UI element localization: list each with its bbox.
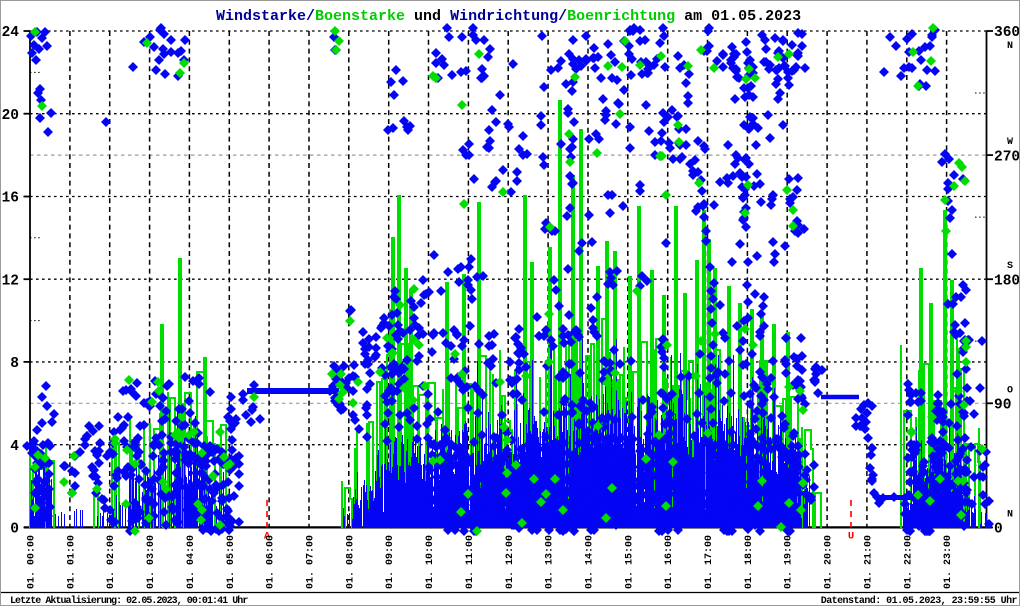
svg-text:01. 11:00: 01. 11:00 [465, 535, 476, 589]
svg-text:01. 17:00: 01. 17:00 [704, 535, 715, 589]
svg-text:01. 22:00: 01. 22:00 [903, 535, 914, 589]
svg-text:01. 02:00: 01. 02:00 [106, 535, 117, 589]
svg-text:01. 05:00: 01. 05:00 [226, 535, 237, 589]
svg-text:01. 03:00: 01. 03:00 [146, 535, 157, 589]
svg-text:01. 20:00: 01. 20:00 [824, 535, 835, 589]
svg-text:01. 00:00: 01. 00:00 [27, 535, 38, 589]
svg-text:Datenstand: 01.05.2023, 23:59:: Datenstand: 01.05.2023, 23:59:55 Uhr [821, 595, 1018, 605]
svg-text:01. 08:00: 01. 08:00 [345, 535, 356, 589]
svg-text:01. 09:00: 01. 09:00 [385, 535, 396, 589]
svg-text:U: U [848, 531, 854, 543]
svg-text:01. 10:00: 01. 10:00 [425, 535, 436, 589]
svg-text:W: W [1007, 137, 1013, 148]
svg-text:01. 19:00: 01. 19:00 [784, 535, 795, 589]
svg-text:270: 270 [994, 149, 1019, 165]
svg-text:0: 0 [994, 522, 1003, 538]
svg-text:01. 15:00: 01. 15:00 [624, 535, 635, 589]
svg-text:01. 07:00: 01. 07:00 [306, 535, 317, 589]
svg-text:01. 01:00: 01. 01:00 [66, 535, 77, 589]
svg-text:01. 18:00: 01. 18:00 [744, 535, 755, 589]
svg-text:01. 04:00: 01. 04:00 [186, 535, 197, 589]
svg-text:8: 8 [10, 356, 19, 372]
svg-text:N: N [1007, 41, 1013, 52]
svg-text:A: A [264, 531, 271, 543]
svg-text:0: 0 [10, 522, 19, 538]
svg-text:01. 12:00: 01. 12:00 [505, 535, 516, 589]
svg-text:360: 360 [994, 25, 1019, 41]
svg-text:S: S [1007, 261, 1013, 272]
svg-text:16: 16 [2, 191, 19, 207]
svg-text:Windstarke/Boenstarke und Wind: Windstarke/Boenstarke und Windrichtung/B… [216, 8, 801, 25]
svg-text:20: 20 [2, 108, 19, 124]
svg-text:4: 4 [10, 439, 19, 455]
svg-text:Letzte Aktualisierung: 02.05.2: Letzte Aktualisierung: 02.05.2023, 00:01… [10, 595, 248, 605]
svg-text:N: N [1007, 509, 1013, 520]
svg-text:01. 06:00: 01. 06:00 [266, 535, 277, 589]
svg-text:01. 23:00: 01. 23:00 [943, 535, 954, 589]
svg-text:180: 180 [994, 273, 1019, 289]
svg-text:01. 16:00: 01. 16:00 [664, 535, 675, 589]
svg-text:01. 13:00: 01. 13:00 [545, 535, 556, 589]
svg-text:01. 14:00: 01. 14:00 [585, 535, 596, 589]
svg-text:01. 21:00: 01. 21:00 [863, 535, 874, 589]
svg-text:24: 24 [2, 25, 20, 41]
svg-text:12: 12 [2, 273, 19, 289]
svg-text:O: O [1007, 385, 1013, 396]
svg-text:90: 90 [994, 398, 1011, 414]
